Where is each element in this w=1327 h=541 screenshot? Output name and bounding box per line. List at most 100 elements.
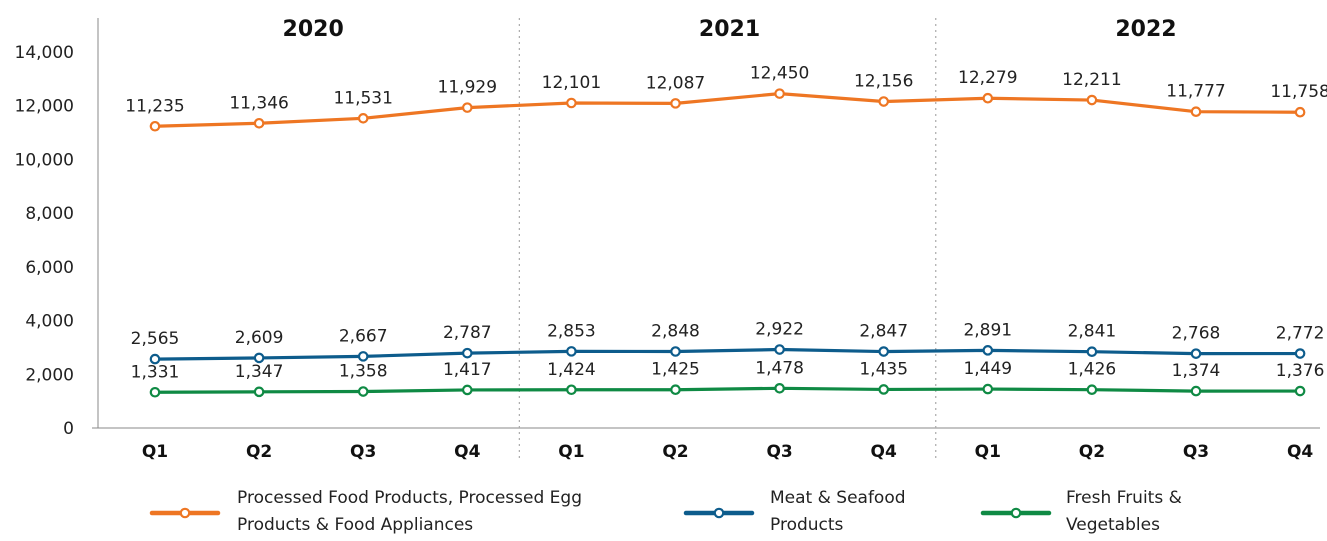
- data-label: 12,279: [958, 68, 1017, 88]
- data-point: [149, 120, 161, 132]
- data-point: [1190, 348, 1202, 359]
- x-tick-label: Q3: [1183, 442, 1209, 462]
- data-label: 1,425: [651, 360, 700, 380]
- data-label: 2,848: [651, 322, 700, 342]
- data-point: [461, 384, 473, 396]
- data-label: 11,531: [333, 88, 392, 108]
- data-point: [1086, 346, 1098, 357]
- data-point: [878, 346, 889, 357]
- x-tick-label: Q4: [454, 442, 480, 462]
- y-tick-label: 2,000: [25, 365, 74, 385]
- year-label: 2020: [283, 17, 344, 42]
- data-point: [253, 386, 265, 398]
- y-tick-label: 14,000: [15, 43, 74, 63]
- data-point: [774, 383, 785, 394]
- data-point: [566, 346, 577, 357]
- data-point: [1086, 94, 1098, 106]
- y-tick-label: 0: [63, 419, 74, 439]
- data-label: 11,929: [438, 78, 497, 98]
- x-tick-label: Q2: [1079, 442, 1105, 462]
- data-point: [878, 96, 889, 107]
- data-point: [357, 113, 369, 124]
- data-label: 1,347: [235, 362, 284, 382]
- y-tick-label: 8,000: [25, 204, 74, 224]
- data-label: 2,787: [443, 323, 492, 343]
- x-tick-label: Q3: [350, 442, 376, 462]
- data-point: [566, 97, 577, 109]
- x-tick-label: Q4: [871, 442, 897, 462]
- legend-marker: [1010, 507, 1022, 519]
- data-label: 1,417: [443, 360, 492, 380]
- data-label: 1,435: [859, 359, 908, 379]
- data-label: 12,450: [750, 64, 809, 84]
- y-tick-label: 4,000: [25, 312, 74, 332]
- legend-label: Fresh Fruits &: [1066, 488, 1182, 508]
- data-point: [253, 352, 265, 364]
- data-label: 1,376: [1276, 361, 1325, 381]
- x-tick-label: Q2: [246, 442, 272, 462]
- data-point: [566, 384, 577, 396]
- data-point: [774, 344, 785, 355]
- data-label: 2,891: [963, 320, 1012, 340]
- legend-marker: [179, 507, 191, 519]
- x-tick-label: Q3: [766, 442, 792, 462]
- data-label: 12,156: [854, 72, 913, 92]
- data-point: [1294, 385, 1306, 397]
- data-label: 12,101: [542, 73, 601, 93]
- data-label: 2,565: [131, 329, 180, 349]
- data-point: [670, 98, 681, 109]
- data-point: [982, 92, 994, 104]
- data-point: [670, 346, 681, 357]
- legend-label: Vegetables: [1066, 515, 1160, 535]
- data-point: [982, 383, 994, 395]
- data-point: [149, 386, 161, 398]
- data-point: [1190, 385, 1202, 397]
- y-tick-label: 12,000: [15, 97, 74, 117]
- data-label: 1,331: [131, 362, 180, 382]
- data-label: 1,426: [1068, 360, 1117, 380]
- data-label: 11,758: [1270, 82, 1327, 102]
- data-label: 2,847: [859, 322, 908, 342]
- data-label: 2,667: [339, 326, 388, 346]
- data-label: 1,449: [963, 359, 1012, 379]
- data-label: 1,424: [547, 360, 596, 380]
- data-label: 11,777: [1166, 82, 1225, 102]
- data-point: [1294, 106, 1306, 118]
- x-tick-label: Q1: [558, 442, 584, 462]
- data-label: 1,374: [1172, 361, 1221, 381]
- data-label: 2,609: [235, 328, 284, 348]
- data-label: 11,235: [125, 96, 184, 116]
- x-tick-label: Q1: [975, 442, 1001, 462]
- data-point: [774, 88, 785, 99]
- data-label: 2,772: [1276, 324, 1325, 344]
- data-label: 2,922: [755, 320, 804, 340]
- x-tick-label: Q2: [662, 442, 688, 462]
- data-point: [982, 345, 994, 356]
- data-point: [461, 102, 473, 113]
- data-point: [1294, 348, 1306, 359]
- data-point: [357, 386, 369, 397]
- x-tick-label: Q4: [1287, 442, 1313, 462]
- data-point: [1190, 106, 1202, 118]
- data-point: [357, 351, 369, 362]
- data-point: [1086, 384, 1098, 396]
- data-point: [253, 117, 265, 129]
- data-label: 12,211: [1062, 70, 1121, 90]
- series-line: [154, 92, 1301, 128]
- data-label: 1,358: [339, 362, 388, 382]
- legend-marker: [713, 507, 725, 519]
- y-tick-label: 6,000: [25, 258, 74, 278]
- year-label: 2022: [1115, 17, 1176, 42]
- data-label: 2,768: [1172, 324, 1221, 344]
- x-tick-label: Q1: [142, 442, 168, 462]
- year-label: 2021: [699, 17, 760, 42]
- legend-label: Products & Food Appliances: [237, 515, 473, 535]
- data-label: 2,853: [547, 321, 596, 341]
- data-point: [878, 384, 889, 395]
- series-line: [154, 386, 1301, 394]
- data-point: [461, 347, 473, 359]
- data-label: 11,346: [229, 93, 288, 113]
- data-label: 12,087: [646, 73, 705, 93]
